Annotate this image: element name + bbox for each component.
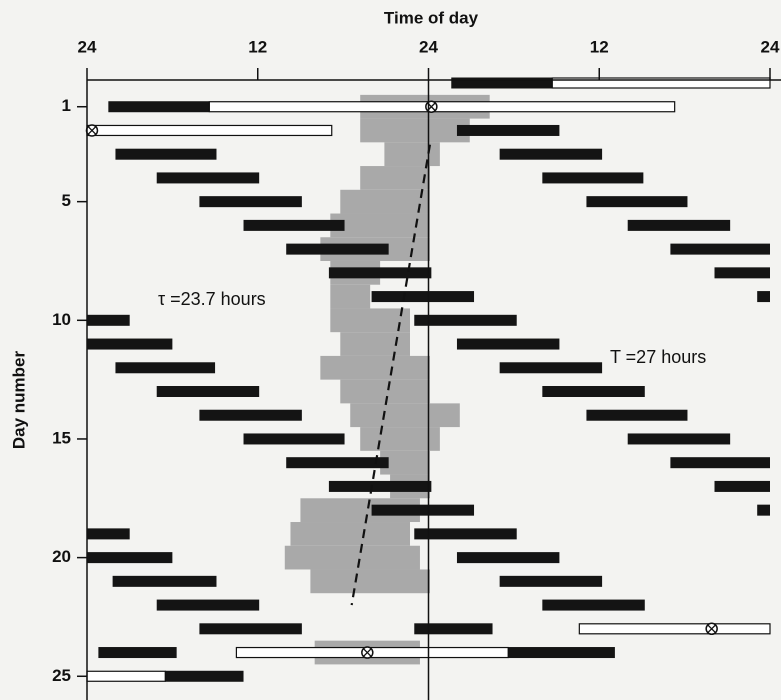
sleep-bar — [542, 386, 645, 397]
sleep-bar — [499, 362, 603, 374]
sleep-bar — [670, 457, 770, 469]
shaded-region — [380, 450, 430, 475]
y-tick-label: 25 — [52, 666, 71, 685]
y-tick-label: 20 — [52, 547, 71, 566]
sleep-bar — [165, 670, 244, 682]
sleep-bar — [714, 267, 770, 279]
bar-layer — [85, 77, 771, 682]
shaded-region — [284, 545, 420, 570]
x-axis-title: Time of day — [384, 8, 479, 27]
shaded-region — [330, 308, 411, 333]
sleep-bar — [451, 77, 553, 89]
shaded-region — [360, 118, 470, 143]
shaded-region — [310, 569, 430, 594]
sleep-bar — [87, 552, 173, 564]
sleep-bar — [199, 623, 302, 635]
x-tick-label: 24 — [78, 37, 97, 56]
y-tick-label: 1 — [62, 96, 71, 115]
sleep-bar — [199, 409, 302, 421]
shaded-region — [340, 332, 411, 356]
sleep-bar — [243, 219, 345, 231]
sleep-bar — [115, 148, 217, 160]
sleep-bar — [542, 172, 644, 184]
light-bar — [551, 77, 771, 89]
sleep-bar — [456, 552, 560, 564]
y-tick-label: 10 — [52, 310, 71, 329]
sleep-bar — [87, 338, 173, 350]
annotation: τ =23.7 hours — [158, 289, 266, 309]
sleep-bar — [586, 196, 688, 208]
light-bar — [86, 124, 333, 137]
light-bar — [578, 623, 771, 635]
light-marker — [85, 124, 99, 137]
sleep-bar — [112, 575, 217, 587]
sleep-bar — [87, 528, 130, 540]
sleep-bar — [414, 528, 517, 540]
shaded-region — [330, 213, 430, 238]
sleep-bar — [586, 409, 688, 421]
trend-line — [350, 144, 432, 606]
marker-cross — [707, 624, 717, 634]
y-tick-label: 5 — [62, 191, 71, 210]
sleep-bar — [243, 433, 345, 445]
shaded-region — [330, 284, 371, 309]
sleep-bar — [414, 314, 517, 326]
shaded-region — [360, 166, 430, 190]
sleep-bar — [199, 196, 302, 208]
y-axis-title: Day number — [9, 350, 28, 449]
light-bar — [208, 101, 676, 113]
sleep-bar — [286, 457, 389, 469]
light-marker — [425, 100, 438, 113]
sleep-bar — [286, 243, 389, 255]
light-marker — [361, 646, 374, 659]
sleep-bar — [670, 243, 770, 255]
sleep-bar — [156, 599, 260, 611]
shaded-region — [340, 189, 430, 214]
shaded-region — [290, 522, 411, 546]
shading-layer — [284, 94, 490, 665]
x-tick-label: 24 — [419, 37, 438, 56]
sleep-bar — [456, 338, 560, 350]
sleep-bar — [627, 433, 731, 445]
shaded-region — [350, 403, 460, 428]
sleep-bar — [499, 148, 603, 160]
x-tick-label: 12 — [248, 37, 267, 56]
sleep-bar — [456, 124, 560, 136]
sleep-bar — [98, 647, 177, 659]
sleep-bar — [714, 480, 770, 492]
sleep-bar — [414, 623, 493, 635]
sleep-bar — [156, 172, 260, 184]
annotation: T =27 hours — [610, 347, 706, 367]
sleep-bar — [757, 291, 770, 303]
shaded-region — [340, 379, 430, 404]
marker-cross — [362, 648, 372, 657]
x-tick-label: 12 — [590, 37, 609, 56]
sleep-bar — [627, 219, 731, 231]
sleep-bar — [371, 504, 475, 516]
sleep-bar — [328, 480, 432, 492]
shaded-region — [384, 142, 440, 167]
y-tick-label: 15 — [52, 428, 71, 447]
marker-cross — [87, 126, 97, 135]
shaded-region — [320, 355, 430, 380]
sleep-bar — [371, 291, 475, 303]
light-marker — [705, 622, 718, 636]
sleep-bar — [542, 599, 645, 611]
x-tick-label: 24 — [761, 37, 780, 56]
sleep-bar — [757, 504, 770, 516]
sleep-bar — [108, 101, 210, 113]
sleep-bar — [328, 267, 432, 279]
sleep-bar — [87, 314, 130, 326]
light-bar — [86, 670, 166, 682]
sleep-bar — [156, 386, 260, 397]
sleep-bar — [508, 647, 615, 659]
shaded-region — [300, 498, 420, 523]
sleep-bar — [499, 575, 603, 587]
sleep-bar — [115, 362, 216, 374]
